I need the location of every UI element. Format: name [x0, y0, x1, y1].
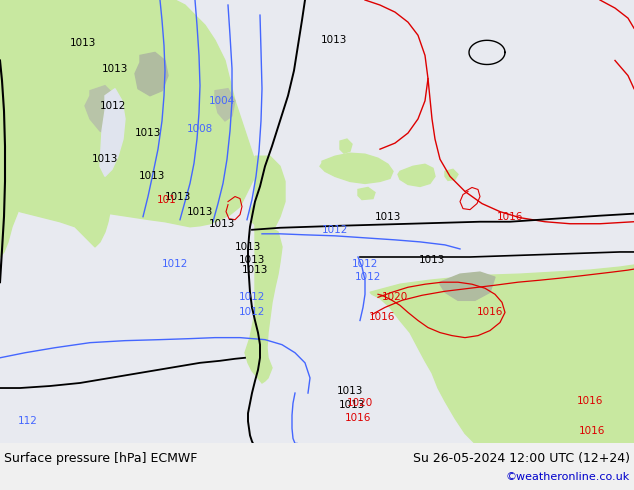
- Text: 1013: 1013: [375, 212, 401, 221]
- Text: 1012: 1012: [355, 272, 381, 282]
- Text: 1012: 1012: [239, 307, 265, 318]
- Text: 1013: 1013: [102, 64, 128, 74]
- Text: 1013: 1013: [242, 265, 268, 275]
- Text: 101: 101: [157, 195, 177, 204]
- Text: 1016: 1016: [477, 307, 503, 318]
- Polygon shape: [0, 0, 255, 227]
- Polygon shape: [245, 222, 282, 383]
- Text: 1013: 1013: [165, 192, 191, 201]
- Text: 1013: 1013: [235, 242, 261, 252]
- Polygon shape: [358, 188, 375, 199]
- Text: 1012: 1012: [352, 259, 378, 269]
- Polygon shape: [100, 89, 125, 176]
- Polygon shape: [398, 164, 435, 187]
- Polygon shape: [370, 265, 634, 443]
- Text: 1004: 1004: [209, 96, 235, 106]
- Text: Su 26-05-2024 12:00 UTC (12+24): Su 26-05-2024 12:00 UTC (12+24): [413, 452, 630, 465]
- Text: 1013: 1013: [419, 255, 445, 265]
- Polygon shape: [0, 60, 28, 257]
- Polygon shape: [320, 153, 393, 183]
- Polygon shape: [340, 139, 352, 153]
- Text: 1013: 1013: [337, 386, 363, 396]
- Text: ©weatheronline.co.uk: ©weatheronline.co.uk: [506, 472, 630, 482]
- Text: 1013: 1013: [209, 219, 235, 229]
- Text: 1012: 1012: [239, 293, 265, 302]
- Text: 1013: 1013: [239, 255, 265, 265]
- Text: 1013: 1013: [135, 128, 161, 138]
- Text: 1013: 1013: [339, 400, 365, 410]
- Text: 1013: 1013: [139, 172, 165, 181]
- Polygon shape: [250, 156, 285, 232]
- Text: 1013: 1013: [187, 207, 213, 217]
- Text: 1013: 1013: [92, 154, 118, 164]
- Text: 1008: 1008: [187, 124, 213, 134]
- Polygon shape: [85, 86, 120, 136]
- Text: 1012: 1012: [322, 225, 348, 235]
- Text: 112: 112: [18, 416, 38, 426]
- Polygon shape: [215, 89, 235, 121]
- Text: Surface pressure [hPa] ECMWF: Surface pressure [hPa] ECMWF: [4, 452, 197, 465]
- Text: 1020: 1020: [382, 293, 408, 302]
- Text: 1016: 1016: [369, 313, 395, 322]
- Text: 1013: 1013: [321, 35, 347, 45]
- Text: 1013: 1013: [70, 38, 96, 49]
- Text: 1016: 1016: [497, 212, 523, 221]
- Text: 1016: 1016: [345, 413, 371, 423]
- Polygon shape: [440, 272, 495, 300]
- Text: 1016: 1016: [577, 396, 603, 406]
- Text: 1016: 1016: [579, 426, 605, 437]
- Text: 1012: 1012: [100, 101, 126, 111]
- Polygon shape: [445, 170, 458, 180]
- Polygon shape: [135, 52, 168, 96]
- Text: 1020: 1020: [347, 398, 373, 408]
- Text: 1012: 1012: [162, 259, 188, 269]
- Polygon shape: [0, 0, 130, 247]
